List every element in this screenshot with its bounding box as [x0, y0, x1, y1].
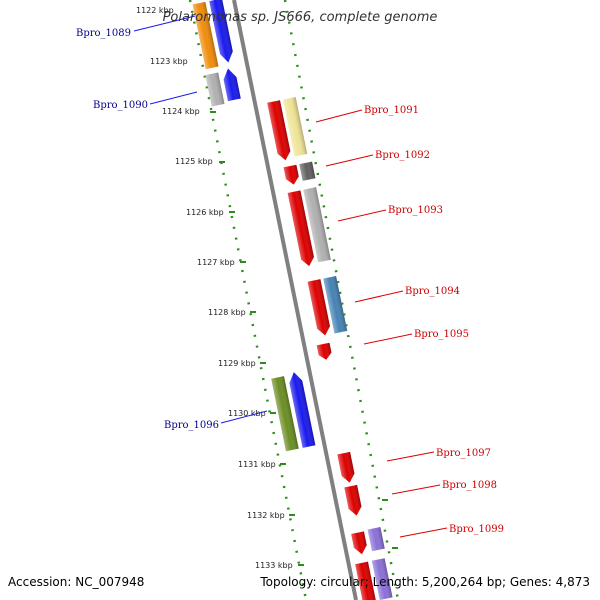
kbp-label: 1133 kbp [255, 561, 293, 570]
gene-arrow-bpro-1099[interactable] [351, 527, 385, 556]
kbp-tick-marks [196, 9, 398, 566]
kbp-label: 1131 kbp [238, 460, 276, 469]
gene-arrow-bpro-1092[interactable] [283, 161, 316, 186]
topology-text: Topology: circular; Length: 5,200,264 bp… [260, 575, 590, 589]
genome-title: Polaromonas sp. JS666, complete genome [162, 10, 438, 25]
gene-arrow-continuation[interactable] [355, 558, 393, 600]
gene-label-bpro-1091: Bpro_1091 [364, 105, 419, 116]
kbp-label: 1125 kbp [175, 157, 213, 166]
gene-arrow-bpro-1098[interactable] [344, 484, 363, 517]
kbp-label: 1122 kbp [136, 6, 174, 15]
inner-tick-track [188, 0, 308, 600]
gene-label-bpro-1097: Bpro_1097 [436, 448, 491, 459]
gene-arrow-bpro-1097[interactable] [337, 451, 356, 484]
reverse-strand-genes [192, 0, 316, 452]
kbp-label: 1128 kbp [208, 308, 246, 317]
gene-label-bpro-1092: Bpro_1092 [375, 150, 430, 161]
kbp-label: 1126 kbp [186, 208, 224, 217]
gene-label-bpro-1099: Bpro_1099 [449, 524, 504, 535]
outer-tick-track [283, 0, 400, 600]
gene-label-bpro-1094: Bpro_1094 [405, 286, 460, 297]
kbp-label: 1123 kbp [150, 57, 188, 66]
left-leader-lines [133, 15, 268, 424]
gene-label-bpro-1089: Bpro_1089 [76, 28, 131, 39]
kbp-label: 1132 kbp [247, 511, 285, 520]
gene-arrow-bpro-1094[interactable] [307, 275, 348, 337]
kbp-label: 1127 kbp [197, 258, 235, 267]
genome-backbone [232, 0, 358, 600]
gene-label-bpro-1093: Bpro_1093 [388, 205, 443, 216]
right-leader-lines [315, 109, 448, 538]
left-gene-labels: Bpro_1089 Bpro_1090 Bpro_1096 [76, 28, 219, 431]
gene-arrow-bpro-1091[interactable] [267, 97, 308, 162]
kbp-label: 1124 kbp [162, 107, 200, 116]
kbp-labels: 1122 kbp 1123 kbp 1124 kbp 1125 kbp 1126… [136, 6, 293, 570]
forward-strand-genes [267, 97, 393, 600]
kbp-label: 1129 kbp [218, 359, 256, 368]
gene-label-bpro-1095: Bpro_1095 [414, 329, 469, 340]
gene-arrow-bpro-1089[interactable] [192, 0, 236, 70]
right-gene-labels: Bpro_1091 Bpro_1092 Bpro_1093 Bpro_1094 … [364, 105, 504, 535]
gene-arrow-bpro-1096[interactable] [271, 371, 316, 452]
gene-arrow-bpro-1090[interactable] [205, 67, 241, 107]
gene-label-bpro-1090: Bpro_1090 [93, 100, 148, 111]
gene-arrow-bpro-1093[interactable] [287, 187, 332, 267]
gene-label-bpro-1096: Bpro_1096 [164, 420, 219, 431]
gene-arrow-bpro-1095[interactable] [316, 342, 333, 361]
kbp-label: 1130 kbp [228, 409, 266, 418]
accession-text: Accession: NC_007948 [8, 575, 145, 589]
gene-label-bpro-1098: Bpro_1098 [442, 480, 497, 491]
